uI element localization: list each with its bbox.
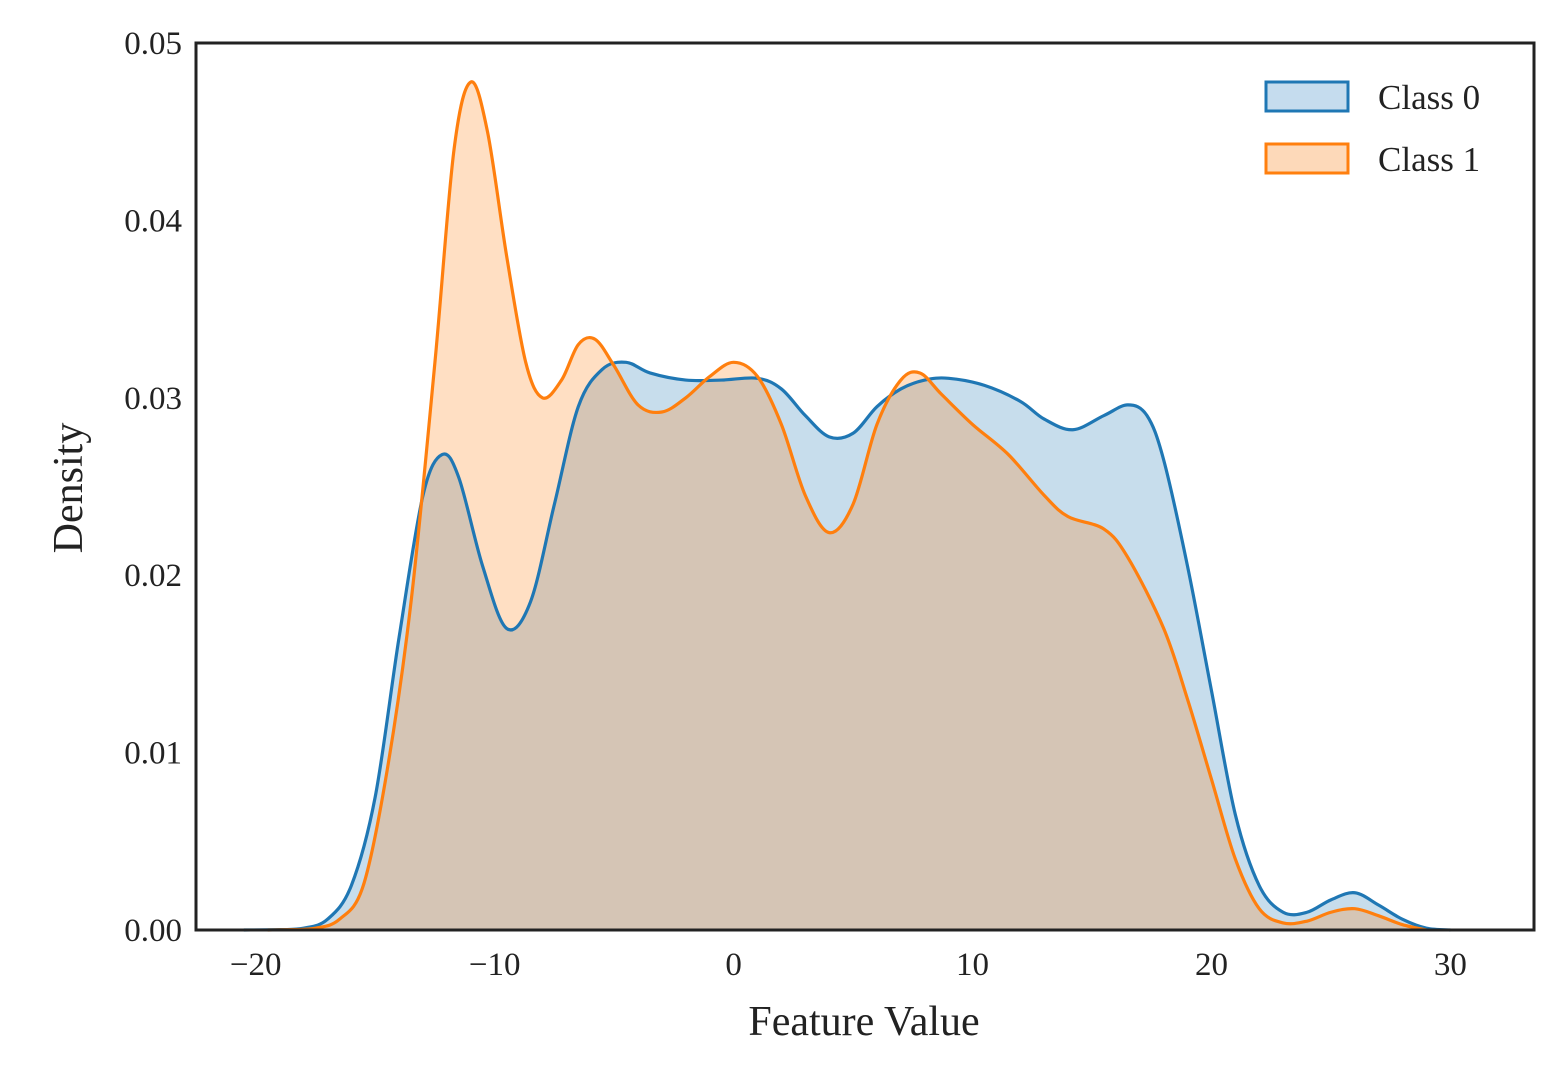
y-axis-ticks: 0.00 0.01 0.02 0.03 0.04 0.05: [124, 26, 182, 949]
legend: Class 0 Class 1: [1264, 78, 1480, 179]
plot-frame: [194, 41, 1536, 932]
legend-swatch-class-0: [1264, 80, 1350, 113]
series-line-class-1: [267, 80, 1427, 932]
series-fill-class-0: [243, 362, 1451, 930]
series-line-class-0: [243, 360, 1451, 932]
x-tick-label: 20: [1195, 947, 1228, 983]
x-tick-label: −20: [230, 947, 282, 983]
y-tick-label: 0.04: [124, 203, 182, 239]
y-tick-label: 0.01: [124, 736, 182, 772]
legend-label-class-0: Class 0: [1378, 78, 1480, 117]
x-axis-label: Feature Value: [748, 999, 979, 1045]
x-tick-label: 30: [1434, 947, 1467, 983]
series-fill-class-1: [267, 81, 1427, 930]
density-areas: [243, 80, 1451, 932]
x-tick-label: −10: [469, 947, 521, 983]
legend-swatch-class-1: [1264, 142, 1350, 175]
y-tick-label: 0.03: [124, 381, 182, 417]
y-tick-label: 0.00: [124, 913, 182, 949]
legend-label-class-1: Class 1: [1378, 140, 1480, 179]
y-tick-label: 0.05: [124, 26, 182, 62]
x-axis-ticks: −20 −10 0 10 20 30: [230, 947, 1467, 983]
x-tick-label: 10: [956, 947, 989, 983]
y-axis-label: Density: [46, 423, 92, 554]
y-tick-label: 0.02: [124, 558, 182, 594]
x-tick-label: 0: [725, 947, 742, 983]
